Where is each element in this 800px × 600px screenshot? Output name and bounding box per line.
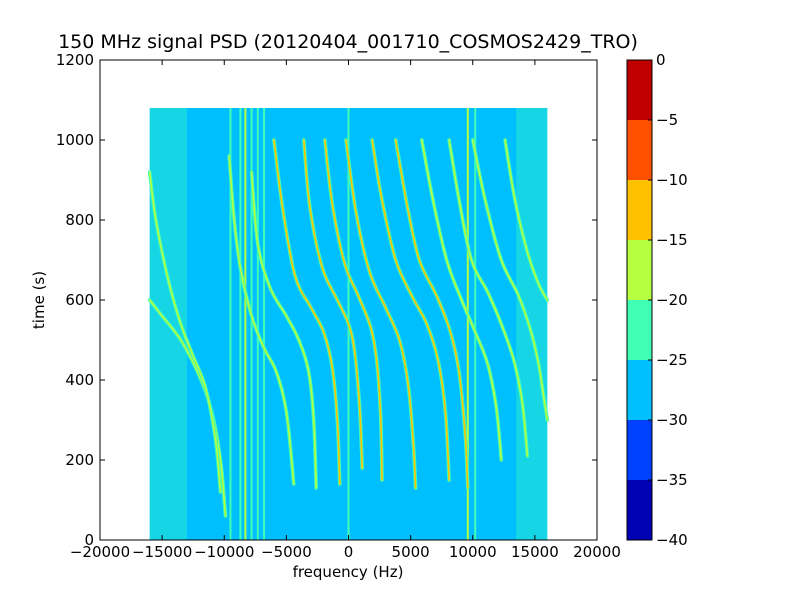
colorbar-band-1 [627,420,652,480]
x-tick-label: 10000 [449,543,497,561]
noise-edge-band-1 [516,108,548,540]
y-tick-label: 1000 [56,131,94,149]
y-tick-label: 200 [65,451,94,469]
y-tick-label: 600 [65,291,94,309]
colorbar-tick-label: −15 [656,231,688,249]
colorbar-band-4 [627,240,652,300]
doppler-track-12 [472,139,549,421]
doppler-track-6 [324,139,383,481]
colorbar-tick-label: −25 [656,351,688,369]
colorbar-tick-label: −5 [656,111,678,129]
doppler-track-8 [371,139,450,481]
y-axis: 0 200 400 600 800 1000 1200 [56,51,597,549]
x-tick-label: 15000 [511,543,559,561]
doppler-track-5 [303,139,363,469]
x-axis: −20000 −15000 −10000 −5000 0 5000 10000 15000 20… [70,60,621,561]
doppler-track-10 [421,139,503,461]
x-tick-label: −15000 [132,543,192,561]
doppler-track-1 [148,171,222,493]
x-axis-label: frequency (Hz) [293,563,404,581]
colorbar-tick-label: −30 [656,411,688,429]
x-tick-label: −5000 [261,543,312,561]
colorbar-band-5 [627,180,652,240]
doppler-track-9 [394,139,469,489]
x-tick-label: 0 [344,543,354,561]
doppler-track-0 [148,299,227,517]
colorbar-band-7 [627,60,652,120]
y-axis-label: time (s) [30,271,48,329]
colorbar-band-6 [627,120,652,180]
doppler-track-2 [228,155,295,485]
doppler-track-3 [250,171,317,489]
x-tick-label: 5000 [392,543,430,561]
doppler-track-4 [273,139,341,485]
colorbar-tick-label: −20 [656,291,688,309]
colorbar-band-3 [627,300,652,360]
colorbar: 0 −5 −10 −15 −20 −25 −30 −35 −40 [626,51,688,549]
colorbar-band-0 [627,480,652,540]
colorbar-tick-label: −10 [656,171,688,189]
y-tick-label: 1200 [56,51,94,69]
doppler-track-13 [504,139,549,301]
colorbar-tick-label: 0 [656,51,666,69]
y-tick-label: 0 [84,531,94,549]
x-tick-label: −20000 [70,543,130,561]
doppler-track-7 [345,139,417,489]
psd-heatmap [147,108,550,540]
doppler-track-11 [448,139,529,457]
y-tick-label: 800 [65,211,94,229]
y-tick-label: 400 [65,371,94,389]
x-tick-label: 20000 [573,543,621,561]
colorbar-tick-label: −40 [656,531,688,549]
chart-title: 150 MHz signal PSD (20120404_001710_COSM… [58,31,638,53]
colorbar-band-2 [627,360,652,420]
x-tick-label: −10000 [194,543,254,561]
colorbar-tick-label: −35 [656,471,688,489]
